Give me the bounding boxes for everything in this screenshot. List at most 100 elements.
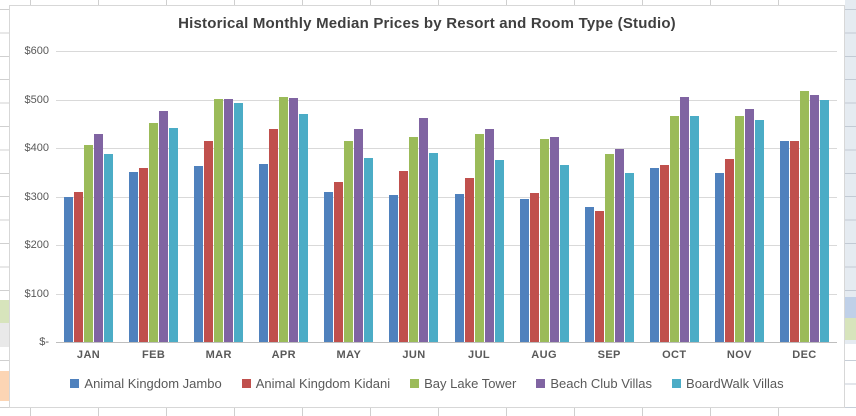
bar[interactable] (364, 157, 374, 342)
bar[interactable] (149, 122, 159, 342)
bar-group-jul (447, 51, 512, 342)
bar[interactable] (334, 182, 344, 342)
y-axis-tick-label: $100 (24, 287, 49, 300)
bar[interactable] (734, 116, 744, 342)
bar[interactable] (754, 119, 764, 342)
chart-area[interactable]: Historical Monthly Median Prices by Reso… (9, 5, 845, 408)
bar[interactable] (669, 116, 679, 342)
bar[interactable] (539, 139, 549, 342)
gridline (56, 245, 837, 246)
y-axis-tick-label: $200 (24, 239, 49, 251)
worksheet-columns-top-edge (9, 0, 856, 5)
bar[interactable] (94, 134, 104, 342)
bar[interactable] (204, 140, 214, 342)
bar[interactable] (559, 164, 569, 342)
bar[interactable] (344, 141, 354, 342)
x-axis-label: AUG (531, 349, 557, 361)
bar[interactable] (429, 152, 439, 342)
bar[interactable] (74, 191, 84, 342)
worksheet-cell-gray (0, 323, 9, 347)
bar[interactable] (169, 127, 179, 342)
bar-group-jun (381, 51, 446, 342)
bar[interactable] (129, 172, 139, 342)
bar[interactable] (399, 170, 409, 342)
bar[interactable] (224, 99, 234, 342)
legend-swatch (410, 379, 420, 388)
bar[interactable] (419, 117, 429, 342)
bar[interactable] (724, 159, 734, 342)
x-axis-label: JUN (402, 349, 426, 361)
bar[interactable] (324, 191, 334, 342)
legend-item-animal-kingdom-jambo[interactable]: Animal Kingdom Jambo (70, 376, 222, 391)
bar[interactable] (494, 160, 504, 342)
bar[interactable] (519, 198, 529, 342)
bar[interactable] (679, 96, 689, 342)
legend-item-bay-lake-tower[interactable]: Bay Lake Tower (410, 376, 516, 391)
x-axis-label: NOV (726, 349, 752, 361)
chart-legend: Animal Kingdom Jambo Animal Kingdom Kidan… (10, 376, 844, 391)
bar[interactable] (259, 164, 269, 342)
y-axis-tick-labels: $600 $500 $400 $300 $200 $100 $- (10, 45, 49, 348)
x-axis-label: APR (271, 349, 296, 361)
gridline (56, 148, 837, 149)
bar-group-jan (56, 51, 121, 342)
bar[interactable] (744, 109, 754, 342)
bar[interactable] (529, 193, 539, 342)
bar[interactable] (624, 172, 634, 342)
bar[interactable] (289, 97, 299, 342)
bar[interactable] (269, 128, 279, 342)
bar[interactable] (64, 196, 74, 342)
bar[interactable] (139, 167, 149, 342)
bar[interactable] (649, 168, 659, 342)
bar[interactable] (659, 165, 669, 342)
bar[interactable] (389, 194, 399, 342)
bar[interactable] (474, 133, 484, 342)
bar[interactable] (789, 141, 799, 342)
x-axis-label: OCT (662, 349, 687, 361)
bar[interactable] (594, 210, 604, 342)
bar[interactable] (299, 114, 309, 342)
bar[interactable] (234, 103, 244, 342)
bar[interactable] (799, 91, 809, 342)
bar[interactable] (779, 141, 789, 342)
bar[interactable] (279, 96, 289, 342)
bar[interactable] (354, 128, 364, 342)
bar[interactable] (614, 148, 624, 342)
bar-group-oct (642, 51, 707, 342)
legend-item-boardwalk-villas[interactable]: BoardWalk Villas (672, 376, 784, 391)
legend-item-animal-kingdom-kidani[interactable]: Animal Kingdom Kidani (241, 376, 390, 391)
bar[interactable] (689, 116, 699, 342)
worksheet-cell-orange (0, 371, 9, 401)
y-axis-tick-label: $300 (24, 190, 49, 203)
bar[interactable] (409, 136, 419, 342)
legend-swatch (672, 379, 682, 388)
bar[interactable] (549, 137, 559, 342)
x-axis-label: SEP (597, 349, 621, 361)
legend-label: Animal Kingdom Jambo (84, 376, 222, 391)
plot-area (56, 51, 837, 343)
bar[interactable] (819, 100, 829, 342)
legend-label: Beach Club Villas (550, 376, 653, 391)
gridline (56, 293, 837, 295)
bar[interactable] (104, 153, 114, 342)
worksheet-columns-bottom-edge (9, 408, 856, 416)
bar[interactable] (464, 178, 474, 342)
chart-title[interactable]: Historical Monthly Median Prices by Reso… (178, 15, 676, 32)
bar[interactable] (809, 95, 819, 342)
bar[interactable] (484, 128, 494, 342)
legend-swatch (70, 379, 80, 388)
bar[interactable] (214, 98, 224, 342)
worksheet-rows-left-edge (0, 0, 9, 416)
bar[interactable] (714, 173, 724, 342)
y-axis-tick-label: $- (39, 336, 49, 348)
bar[interactable] (159, 111, 169, 342)
bar-group-aug (512, 51, 577, 342)
bar[interactable] (454, 193, 464, 342)
bar[interactable] (584, 207, 594, 342)
legend-item-beach-club-villas[interactable]: Beach Club Villas (536, 376, 652, 391)
bar[interactable] (604, 153, 614, 342)
bar-group-dec (772, 51, 837, 342)
gridline (56, 196, 837, 198)
bar[interactable] (84, 144, 94, 342)
bar[interactable] (194, 165, 204, 342)
